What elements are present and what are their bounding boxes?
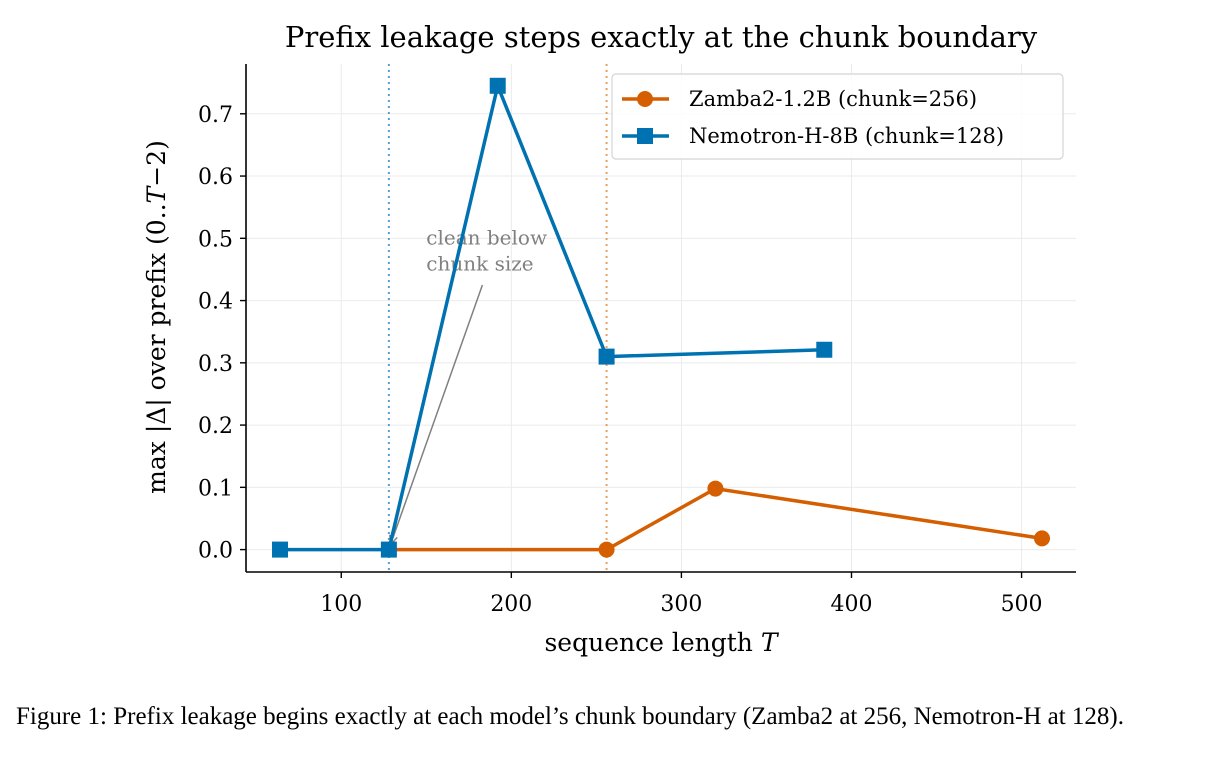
y-tick-label: 0.5 xyxy=(198,227,233,252)
x-tick-label: 200 xyxy=(490,592,532,617)
data-point xyxy=(489,77,506,94)
series xyxy=(272,77,1050,558)
data-point xyxy=(707,480,724,497)
annotation-text: clean below xyxy=(426,226,547,250)
legend-marker xyxy=(637,91,653,107)
figure-caption: Figure 1: Prefix leakage begins exactly … xyxy=(16,703,1124,730)
data-point xyxy=(598,541,615,558)
legend-marker xyxy=(637,128,653,144)
data-point xyxy=(1033,530,1050,547)
y-tick-label: 0.1 xyxy=(198,476,233,501)
legend-label: Zamba2-1.2B (chunk=256) xyxy=(689,87,977,111)
data-point xyxy=(380,541,397,558)
annotation-text: chunk size xyxy=(426,252,533,276)
line-chart: Prefix leakage steps exactly at the chun… xyxy=(142,20,1076,657)
ticks: 100 200 300 400 500 0.0 0.1 0.2 0.3 0.4 0.5 0.6 0.7 xyxy=(198,103,1043,617)
y-tick-label: 0.6 xyxy=(198,165,233,190)
y-tick-label: 0.4 xyxy=(198,290,233,315)
data-point xyxy=(598,348,615,365)
x-tick-label: 400 xyxy=(830,592,872,617)
series-2 xyxy=(272,77,833,558)
x-axis-label: sequence length T xyxy=(544,628,779,657)
legend: Zamba2-1.2B (chunk=256) Nemotron-H-8B (ch… xyxy=(611,73,1064,160)
y-tick-label: 0.2 xyxy=(198,414,233,439)
x-tick-label: 300 xyxy=(660,592,702,617)
y-tick-label: 0.0 xyxy=(198,539,233,564)
data-point xyxy=(816,341,833,358)
legend-label: Nemotron-H-8B (chunk=128) xyxy=(689,124,1004,148)
x-tick-label: 100 xyxy=(320,592,362,617)
data-point xyxy=(272,541,289,558)
y-axis-label: max |Δ| over prefix (0..T−2) xyxy=(142,140,172,494)
x-tick-label: 500 xyxy=(1001,592,1043,617)
annotation-arrow xyxy=(391,284,484,544)
legend-box xyxy=(611,73,1064,160)
series-1 xyxy=(380,480,1050,558)
chart-title: Prefix leakage steps exactly at the chun… xyxy=(285,20,1038,54)
y-tick-label: 0.7 xyxy=(198,103,233,128)
y-tick-label: 0.3 xyxy=(198,352,233,377)
chunk-boundary-lines xyxy=(387,64,608,572)
series-line xyxy=(388,486,1043,552)
